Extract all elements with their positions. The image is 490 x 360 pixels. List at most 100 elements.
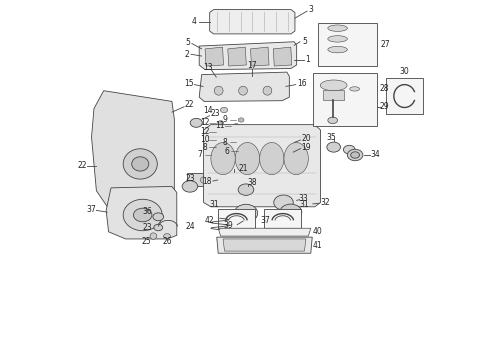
Polygon shape [199,72,289,102]
Text: 20: 20 [301,134,311,143]
Ellipse shape [200,176,214,184]
Text: 32: 32 [320,198,330,207]
Ellipse shape [284,140,294,150]
Text: 23: 23 [143,223,152,232]
Ellipse shape [211,143,235,175]
Polygon shape [205,47,223,66]
Ellipse shape [220,107,228,113]
Ellipse shape [263,86,272,95]
Ellipse shape [235,143,260,175]
Text: 12: 12 [200,118,209,127]
Ellipse shape [260,143,284,175]
Ellipse shape [238,140,244,145]
Ellipse shape [214,86,223,95]
Polygon shape [228,47,246,66]
Text: 26: 26 [162,237,172,246]
Polygon shape [203,125,320,207]
Ellipse shape [239,176,253,184]
Text: 5: 5 [302,37,307,46]
Bar [218,208,255,228]
Text: 33: 33 [298,194,308,203]
Ellipse shape [328,46,347,53]
Bar [313,73,376,126]
Ellipse shape [190,118,202,127]
Text: 39: 39 [223,221,233,230]
Bar [265,208,301,228]
Polygon shape [223,239,306,251]
Polygon shape [92,91,174,216]
Text: 41: 41 [312,241,322,250]
Ellipse shape [347,149,363,161]
Ellipse shape [218,121,223,125]
Text: 8: 8 [202,143,207,152]
Ellipse shape [320,80,347,91]
Text: 9: 9 [222,116,227,125]
Ellipse shape [218,138,223,142]
Text: 35: 35 [326,133,336,142]
Text: 17: 17 [247,61,257,70]
Text: 23: 23 [211,109,220,118]
Text: 22: 22 [77,161,87,170]
Text: 37: 37 [261,216,270,225]
Text: 10: 10 [200,135,209,144]
Text: 27: 27 [381,40,390,49]
Text: 29: 29 [379,102,389,111]
Polygon shape [188,171,304,189]
Text: 5: 5 [186,38,191,47]
Text: 28: 28 [379,84,389,93]
Ellipse shape [153,213,164,221]
Text: 40: 40 [312,227,322,236]
Ellipse shape [328,36,347,42]
Text: 6: 6 [224,147,229,156]
Polygon shape [210,10,295,34]
Ellipse shape [284,150,293,160]
Ellipse shape [182,181,198,192]
Ellipse shape [164,234,171,239]
Text: 2: 2 [185,50,190,59]
Ellipse shape [327,142,341,152]
Ellipse shape [238,118,244,122]
Ellipse shape [274,195,293,210]
Text: 15: 15 [185,80,194,89]
Ellipse shape [218,145,223,149]
Text: 38: 38 [247,178,257,187]
Text: 22: 22 [184,100,194,109]
Ellipse shape [154,224,163,231]
Ellipse shape [132,157,149,171]
Polygon shape [217,237,312,253]
Text: 7: 7 [197,150,202,159]
Text: 24: 24 [185,222,195,231]
Text: 34: 34 [371,150,380,159]
Ellipse shape [218,130,223,134]
Bar [386,78,423,114]
Text: 25: 25 [141,237,151,246]
Text: 23: 23 [185,174,195,183]
Ellipse shape [234,204,258,222]
Polygon shape [218,228,311,236]
Polygon shape [106,186,177,239]
Ellipse shape [238,184,254,195]
Ellipse shape [351,152,360,158]
Polygon shape [199,42,296,69]
Bar [323,90,344,100]
Ellipse shape [350,87,360,91]
Polygon shape [250,47,269,66]
Text: 11: 11 [216,121,225,130]
Text: 21: 21 [239,164,248,173]
Ellipse shape [259,176,272,184]
Ellipse shape [133,208,152,222]
Text: 31: 31 [210,200,219,209]
Text: 18: 18 [202,177,212,186]
Text: 19: 19 [301,143,311,152]
Ellipse shape [123,199,162,231]
Ellipse shape [328,117,338,123]
Text: 4: 4 [192,17,196,26]
Text: 13: 13 [203,63,213,72]
Text: 3: 3 [309,5,314,14]
Ellipse shape [328,25,347,31]
Text: 8: 8 [222,138,227,147]
Ellipse shape [284,143,308,175]
Text: 31: 31 [299,200,309,209]
Text: 37: 37 [87,205,97,214]
Bar [318,23,376,66]
